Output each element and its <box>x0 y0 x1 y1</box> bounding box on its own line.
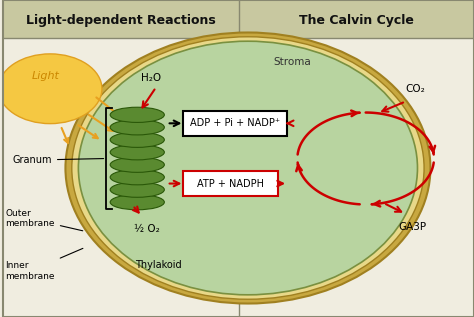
Text: Light: Light <box>31 71 59 81</box>
Ellipse shape <box>110 132 164 147</box>
FancyBboxPatch shape <box>183 111 287 136</box>
Text: GA3P: GA3P <box>399 222 427 232</box>
Text: ATP + NADPH: ATP + NADPH <box>197 178 264 189</box>
FancyBboxPatch shape <box>183 171 278 196</box>
Ellipse shape <box>65 33 430 304</box>
Text: Granum: Granum <box>12 155 104 165</box>
Ellipse shape <box>110 107 164 122</box>
Text: Outer
membrane: Outer membrane <box>5 209 83 231</box>
Text: CO₂: CO₂ <box>405 84 425 94</box>
Circle shape <box>0 54 102 124</box>
Ellipse shape <box>78 41 418 295</box>
Text: Stroma: Stroma <box>274 57 311 67</box>
Text: H₂O: H₂O <box>141 73 162 83</box>
Text: Thylakoid: Thylakoid <box>135 260 182 270</box>
Ellipse shape <box>72 37 424 299</box>
Text: The Calvin Cycle: The Calvin Cycle <box>299 14 414 27</box>
Text: Inner
membrane: Inner membrane <box>5 248 83 281</box>
Ellipse shape <box>110 120 164 135</box>
Ellipse shape <box>110 195 164 210</box>
Ellipse shape <box>110 170 164 185</box>
Ellipse shape <box>110 182 164 197</box>
Text: ADP + Pi + NADP⁺: ADP + Pi + NADP⁺ <box>190 118 280 128</box>
Ellipse shape <box>110 145 164 160</box>
Ellipse shape <box>110 157 164 172</box>
Bar <box>3 0 474 38</box>
Text: ½ O₂: ½ O₂ <box>134 224 160 234</box>
Text: Light-dependent Reactions: Light-dependent Reactions <box>26 14 216 27</box>
